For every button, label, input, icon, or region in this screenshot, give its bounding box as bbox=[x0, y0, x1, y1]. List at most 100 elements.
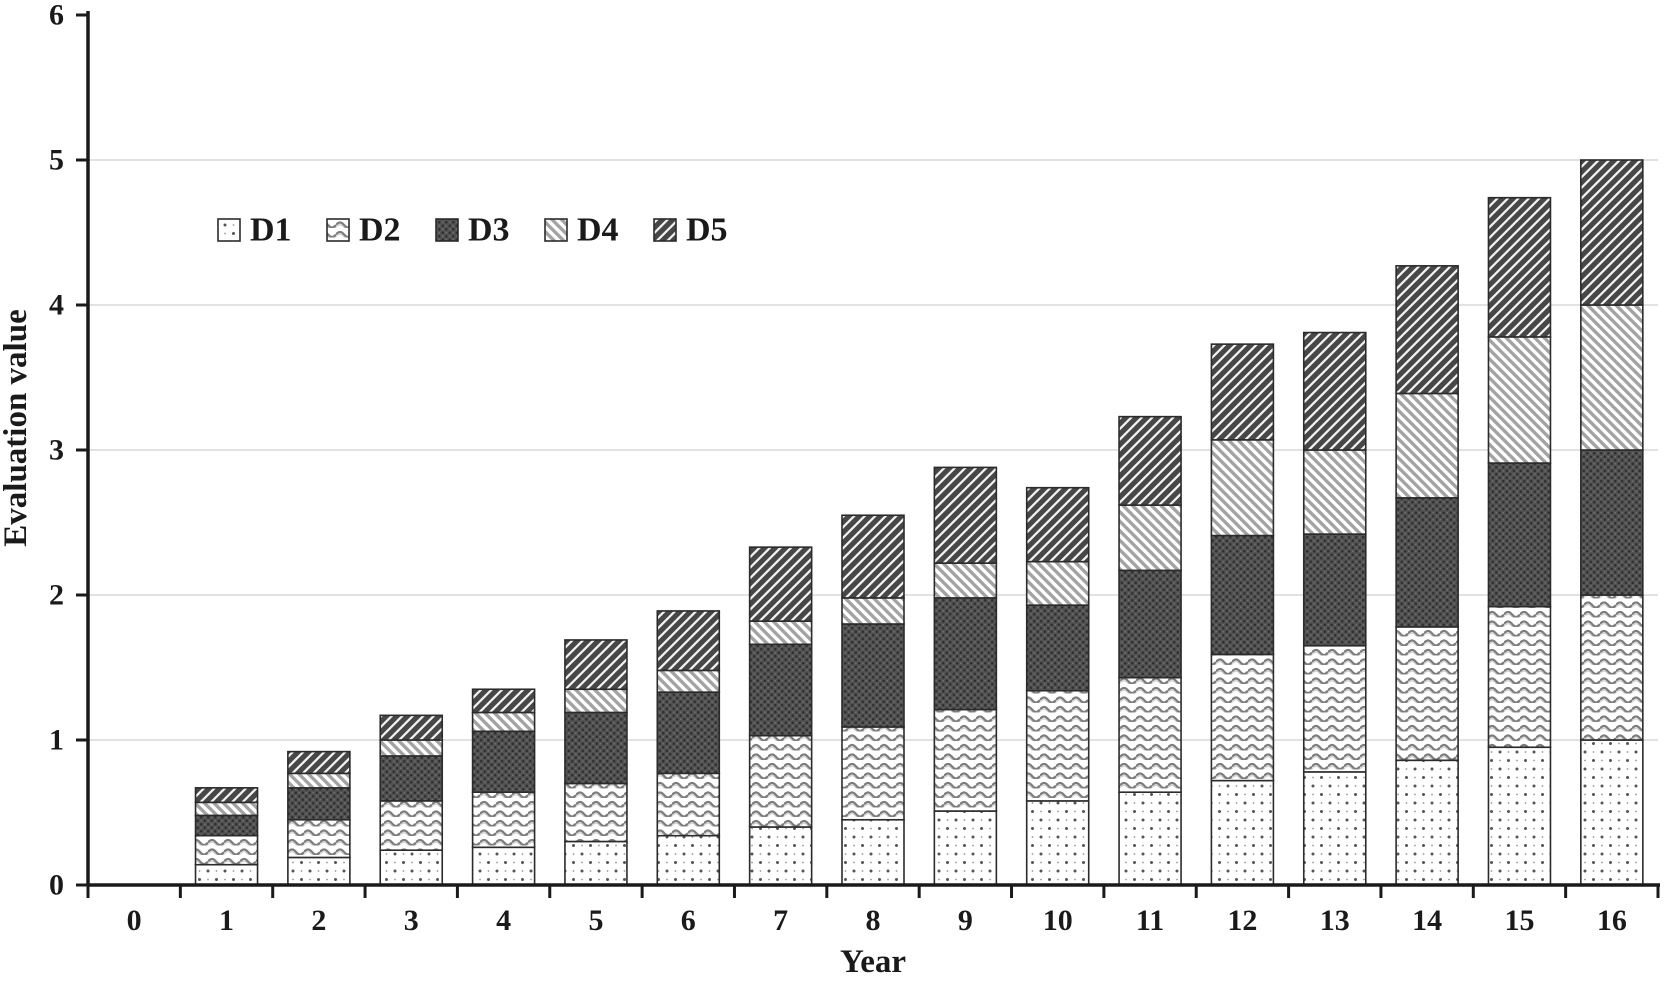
legend-item-d1: D1 bbox=[217, 212, 292, 249]
x-axis-title: Year bbox=[840, 944, 906, 980]
bar-segment-d4-year-15 bbox=[1487, 336, 1552, 464]
legend-item-d2: D2 bbox=[326, 212, 401, 249]
x-tick-label: 8 bbox=[866, 904, 881, 937]
bar-segment-d1-year-9 bbox=[933, 810, 998, 886]
bar-segment-d1-year-10 bbox=[1025, 800, 1090, 886]
x-tick-label: 11 bbox=[1136, 904, 1164, 937]
bar-segment-d4-year-8 bbox=[841, 597, 905, 625]
bar-segment-d4-year-12 bbox=[1210, 439, 1275, 537]
x-tick-label: 6 bbox=[681, 904, 696, 937]
bar-segment-d5-year-5 bbox=[564, 639, 628, 691]
bar-segment-d2-year-1 bbox=[194, 834, 259, 866]
bar-segment-d2-year-5 bbox=[564, 782, 628, 843]
legend-swatch-d5 bbox=[653, 218, 677, 242]
legend-label: D1 bbox=[250, 212, 292, 249]
bar-segment-d2-year-6 bbox=[656, 772, 721, 837]
x-tick-label: 2 bbox=[311, 904, 326, 937]
bar-segment-d4-year-1 bbox=[194, 801, 259, 817]
x-tick-label: 12 bbox=[1227, 904, 1257, 937]
bar-segment-d5-year-9 bbox=[933, 466, 998, 564]
bar-segment-d1-year-1 bbox=[194, 863, 259, 886]
bar-segment-d4-year-14 bbox=[1395, 392, 1459, 499]
bar-segment-d2-year-16 bbox=[1580, 594, 1644, 741]
bar-segment-d3-year-11 bbox=[1118, 569, 1182, 679]
bar-segment-d5-year-7 bbox=[748, 546, 813, 622]
y-tick-label: 3 bbox=[49, 434, 64, 467]
bar-segment-d1-year-6 bbox=[656, 834, 721, 886]
legend: D1 D2 D3 D4 D5 bbox=[217, 212, 728, 249]
bar-segment-d4-year-6 bbox=[656, 669, 721, 693]
x-tick-label: 3 bbox=[404, 904, 419, 937]
x-tick-label: 9 bbox=[958, 904, 973, 937]
legend-label: D4 bbox=[577, 212, 619, 249]
bar-segment-d4-year-10 bbox=[1025, 560, 1090, 606]
bar-segment-d2-year-4 bbox=[471, 791, 536, 849]
bar-segment-d5-year-8 bbox=[841, 514, 905, 599]
x-tick-label: 15 bbox=[1504, 904, 1534, 937]
bar-segment-d2-year-15 bbox=[1487, 605, 1552, 749]
bar-segment-d2-year-12 bbox=[1210, 653, 1275, 782]
bar-segment-d5-year-10 bbox=[1025, 486, 1090, 563]
y-axis-title: Evaluation value bbox=[0, 309, 34, 546]
bar-segment-d1-year-7 bbox=[748, 826, 813, 886]
bar-segment-d1-year-13 bbox=[1302, 771, 1367, 886]
x-tick-label: 7 bbox=[773, 904, 788, 937]
bar-segment-d3-year-14 bbox=[1395, 497, 1459, 628]
bar-segment-d2-year-13 bbox=[1302, 644, 1367, 773]
legend-swatch-d3 bbox=[435, 218, 459, 242]
bar-segment-d3-year-8 bbox=[841, 623, 905, 728]
bar-segment-d4-year-9 bbox=[933, 562, 998, 599]
bar-segment-d4-year-4 bbox=[471, 711, 536, 733]
bar-segment-d2-year-8 bbox=[841, 726, 905, 821]
x-tick-label: 13 bbox=[1320, 904, 1350, 937]
bar-segment-d5-year-6 bbox=[656, 610, 721, 672]
bar-segment-d3-year-15 bbox=[1487, 462, 1552, 608]
y-tick-label: 1 bbox=[49, 724, 64, 757]
bar-segment-d5-year-13 bbox=[1302, 331, 1367, 451]
bar-segment-d1-year-8 bbox=[841, 818, 905, 886]
bar-segment-d3-year-7 bbox=[748, 643, 813, 737]
bar-segment-d3-year-2 bbox=[287, 787, 351, 821]
bar-segment-d4-year-3 bbox=[379, 739, 444, 757]
legend-label: D2 bbox=[359, 212, 401, 249]
bar-segment-d4-year-7 bbox=[748, 620, 813, 646]
bar-segment-d3-year-5 bbox=[564, 711, 628, 785]
bar-segment-d1-year-14 bbox=[1395, 759, 1459, 886]
bar-segment-d5-year-11 bbox=[1118, 415, 1182, 506]
bar-segment-d3-year-1 bbox=[194, 814, 259, 837]
x-tick-label: 10 bbox=[1043, 904, 1073, 937]
bar-segment-d5-year-3 bbox=[379, 714, 444, 741]
bar-segment-d3-year-6 bbox=[656, 691, 721, 775]
x-tick-label: 1 bbox=[219, 904, 234, 937]
bar-segment-d5-year-4 bbox=[471, 688, 536, 714]
y-tick-label: 0 bbox=[49, 869, 64, 902]
bar-segment-d4-year-11 bbox=[1118, 504, 1182, 572]
y-tick-label: 2 bbox=[49, 579, 64, 612]
bar-segment-d3-year-16 bbox=[1580, 449, 1644, 596]
bar-segment-d1-year-4 bbox=[471, 846, 536, 886]
bar-segment-d2-year-3 bbox=[379, 800, 444, 852]
y-tick-label: 4 bbox=[49, 289, 64, 322]
bar-segment-d4-year-16 bbox=[1580, 304, 1644, 451]
bar-segment-d1-year-5 bbox=[564, 840, 628, 886]
bar-segment-d2-year-2 bbox=[287, 818, 351, 859]
x-tick-label: 14 bbox=[1412, 904, 1442, 937]
bar-segment-d5-year-14 bbox=[1395, 265, 1459, 395]
bar-segment-d5-year-15 bbox=[1487, 196, 1552, 338]
bar-segment-d5-year-1 bbox=[194, 787, 259, 804]
bar-segment-d3-year-12 bbox=[1210, 534, 1275, 656]
bar-segment-d1-year-3 bbox=[379, 849, 444, 886]
bar-segment-d3-year-3 bbox=[379, 755, 444, 802]
bar-segment-d4-year-2 bbox=[287, 772, 351, 789]
legend-label: D5 bbox=[686, 212, 728, 249]
bar-segment-d4-year-13 bbox=[1302, 449, 1367, 535]
bar-segment-d1-year-11 bbox=[1118, 791, 1182, 886]
bar-segment-d1-year-12 bbox=[1210, 779, 1275, 886]
legend-swatch-d2 bbox=[326, 218, 350, 242]
bar-segment-d4-year-5 bbox=[564, 688, 628, 714]
bar-segment-d1-year-16 bbox=[1580, 739, 1644, 886]
bar-segment-d2-year-9 bbox=[933, 708, 998, 812]
x-tick-label: 0 bbox=[127, 904, 142, 937]
legend-swatch-d4 bbox=[544, 218, 568, 242]
